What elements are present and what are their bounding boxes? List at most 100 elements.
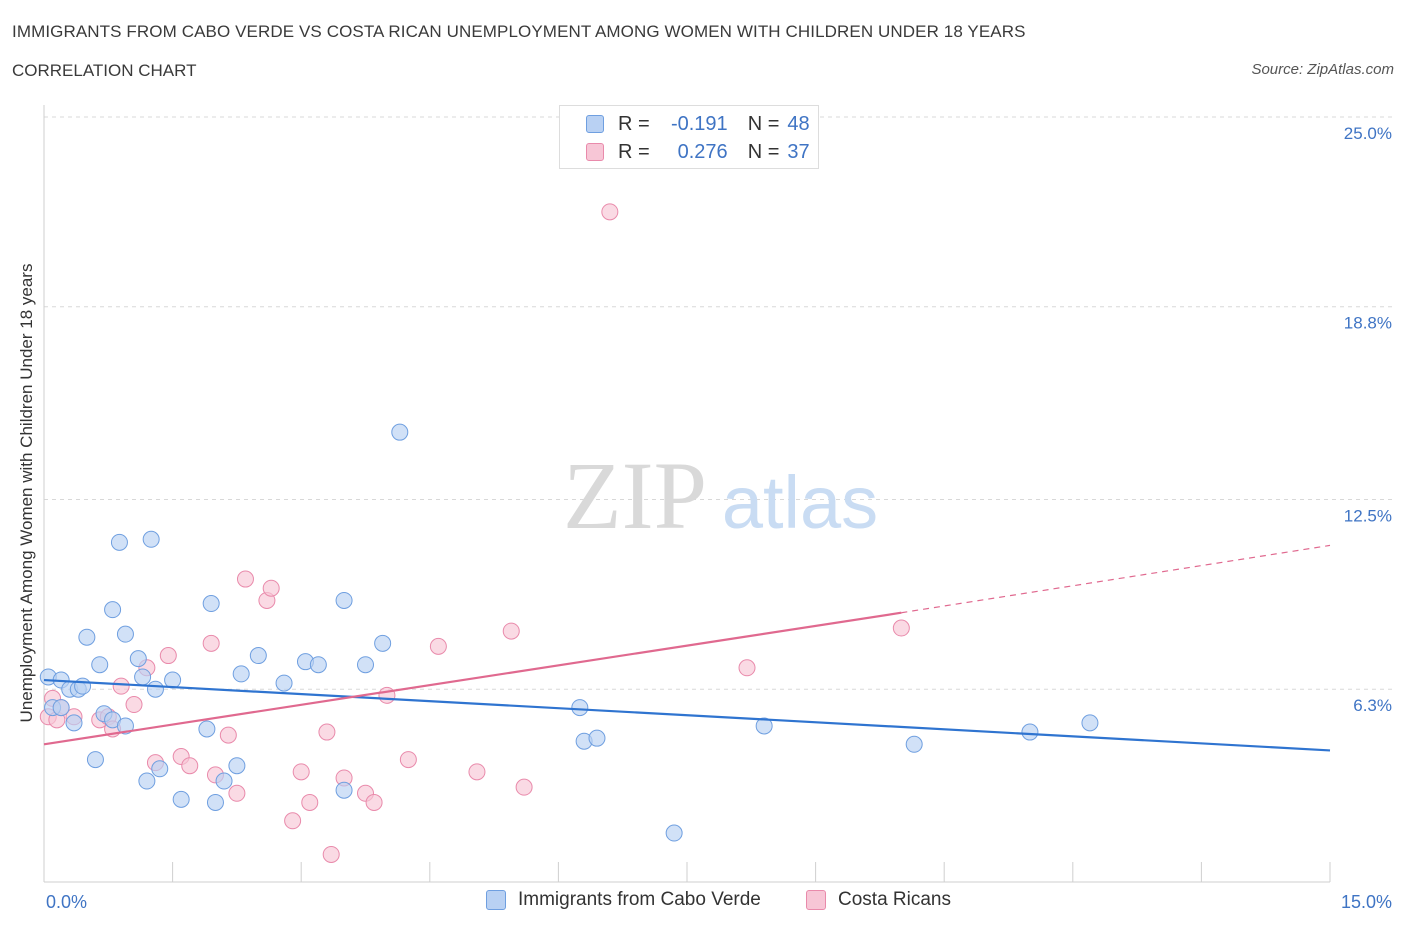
cabo-verde-point-14: [110, 533, 128, 551]
cabo-verde-point-46: [1021, 723, 1039, 741]
series-name-costa-rican: Costa Ricans: [838, 889, 951, 910]
cabo-verde-trend-line: [43, 678, 1331, 752]
cabo-verde-point-8: [78, 628, 96, 646]
costa-rican-point-8: [112, 677, 130, 695]
cabo-verde-point-25: [198, 720, 216, 738]
watermark-zip: ZIP: [563, 442, 707, 549]
costa-rican-point-37: [738, 659, 756, 677]
legend-swatch-blue: [586, 115, 604, 133]
costa-rican-point-33: [468, 763, 486, 781]
cabo-verde-point-17: [129, 650, 147, 668]
cabo-verde-point-28: [215, 772, 233, 790]
legend-r-label: R =: [618, 140, 650, 163]
series-swatch-pink: [806, 890, 826, 910]
cabo-verde-point-44: [755, 717, 773, 735]
costa-rican-point-17: [219, 726, 237, 744]
cabo-verde-point-7: [74, 677, 92, 695]
series-legend: Immigrants from Cabo Verde Costa Ricans: [0, 889, 1406, 915]
costa-rican-point-36: [601, 203, 619, 221]
cabo-verde-point-39: [391, 423, 409, 441]
costa-rican-point-35: [515, 778, 533, 796]
series-swatch-blue: [486, 890, 506, 910]
cabo-verde-point-38: [374, 634, 392, 652]
cabo-verde-point-26: [202, 595, 220, 613]
cabo-verde-point-43: [665, 824, 683, 842]
cabo-verde-point-29: [228, 757, 246, 775]
costa-rican-point-25: [318, 723, 336, 741]
chart-title: IMMIGRANTS FROM CABO VERDE VS COSTA RICA…: [12, 22, 1026, 41]
costa-rican-point-34: [502, 622, 520, 640]
cabo-verde-point-36: [335, 781, 353, 799]
cabo-verde-point-9: [86, 751, 104, 769]
cabo-verde-point-22: [151, 760, 169, 778]
cabo-verde-point-31: [249, 647, 267, 665]
x-tick-label-min: 0.0%: [46, 892, 87, 912]
costa-rican-point-12: [159, 647, 177, 665]
costa-rican-point-29: [365, 793, 383, 811]
y-tick-labels: 6.3% 12.5% 18.8% 25.0%: [1344, 124, 1392, 715]
stats-legend: R = -0.191 N = 48 R = 0.276 N = 37: [559, 105, 819, 169]
chart-subtitle: CORRELATION CHART: [12, 61, 197, 80]
cabo-verde-point-27: [206, 793, 224, 811]
y-axis-label: Unemployment Among Women with Children U…: [17, 263, 36, 723]
legend-row-costa-rican: R = 0.276 N = 37: [586, 140, 810, 164]
costa-rican-point-19: [236, 570, 254, 588]
costa-rican-point-21: [262, 579, 280, 597]
cabo-verde-point-16: [116, 717, 134, 735]
legend-row-cabo-verde: R = -0.191 N = 48: [586, 112, 810, 136]
y-tick-label-3: 25.0%: [1344, 124, 1392, 143]
cabo-verde-point-20: [142, 530, 160, 548]
costa-rican-point-22: [284, 812, 302, 830]
cabo-verde-point-34: [309, 656, 327, 674]
costa-rican-point-9: [125, 696, 143, 714]
series-legend-costa-rican[interactable]: Costa Ricans: [806, 889, 951, 911]
source-credit: Source: ZipAtlas.com: [1251, 61, 1394, 78]
legend-r-label: R =: [618, 112, 650, 135]
cabo-verde-point-21: [146, 680, 164, 698]
cabo-verde-point-2: [52, 699, 70, 717]
cabo-verde-point-13: [104, 601, 122, 619]
costa-rican-trend-line: [43, 611, 902, 746]
costa-rican-trend-extension: [901, 544, 1331, 614]
cabo-verde-point-37: [357, 656, 374, 674]
costa-rican-point-31: [399, 751, 417, 769]
cabo-verde-point-19: [138, 772, 156, 790]
series-legend-cabo-verde[interactable]: Immigrants from Cabo Verde: [486, 889, 761, 911]
x-tick-label-max: 15.0%: [1341, 892, 1392, 912]
y-tick-label-2: 18.8%: [1344, 314, 1392, 333]
costa-rican-point-32: [429, 637, 447, 655]
cabo-verde-point-23: [164, 671, 182, 689]
watermark: ZIP atlas: [563, 442, 878, 549]
trend-layer: [43, 544, 1331, 752]
costa-rican-point-24: [301, 793, 319, 811]
costa-rican-point-38: [892, 619, 910, 637]
costa-rican-point-14: [181, 757, 199, 775]
cabo-verde-point-6: [65, 714, 83, 732]
cabo-verde-point-10: [91, 656, 109, 674]
gridlines: [44, 116, 1392, 690]
cabo-verde-point-45: [905, 735, 923, 753]
series-name-cabo-verde: Immigrants from Cabo Verde: [518, 889, 761, 910]
legend-n-value: 37: [787, 140, 810, 163]
costa-rican-point-23: [292, 763, 310, 781]
cabo-verde-point-15: [116, 625, 134, 643]
legend-n-label: N =: [747, 140, 780, 163]
axes: [43, 105, 1331, 883]
costa-rican-point-15: [202, 634, 220, 652]
legend-r-value: 0.276: [677, 140, 728, 163]
cabo-verde-point-32: [275, 674, 293, 692]
y-tick-label-0: 6.3%: [1353, 696, 1392, 715]
y-tick-label-1: 12.5%: [1344, 507, 1392, 526]
legend-n-value: 48: [787, 112, 810, 135]
cabo-verde-point-40: [571, 699, 589, 717]
legend-r-value: -0.191: [670, 112, 728, 135]
points-layer: [39, 203, 1099, 863]
cabo-verde-point-35: [335, 591, 353, 609]
costa-rican-point-18: [228, 784, 246, 802]
cabo-verde-point-47: [1081, 714, 1099, 732]
cabo-verde-point-18: [134, 668, 152, 686]
costa-rican-point-26: [322, 845, 340, 863]
cabo-verde-point-42: [588, 729, 606, 747]
cabo-verde-point-24: [172, 790, 190, 808]
